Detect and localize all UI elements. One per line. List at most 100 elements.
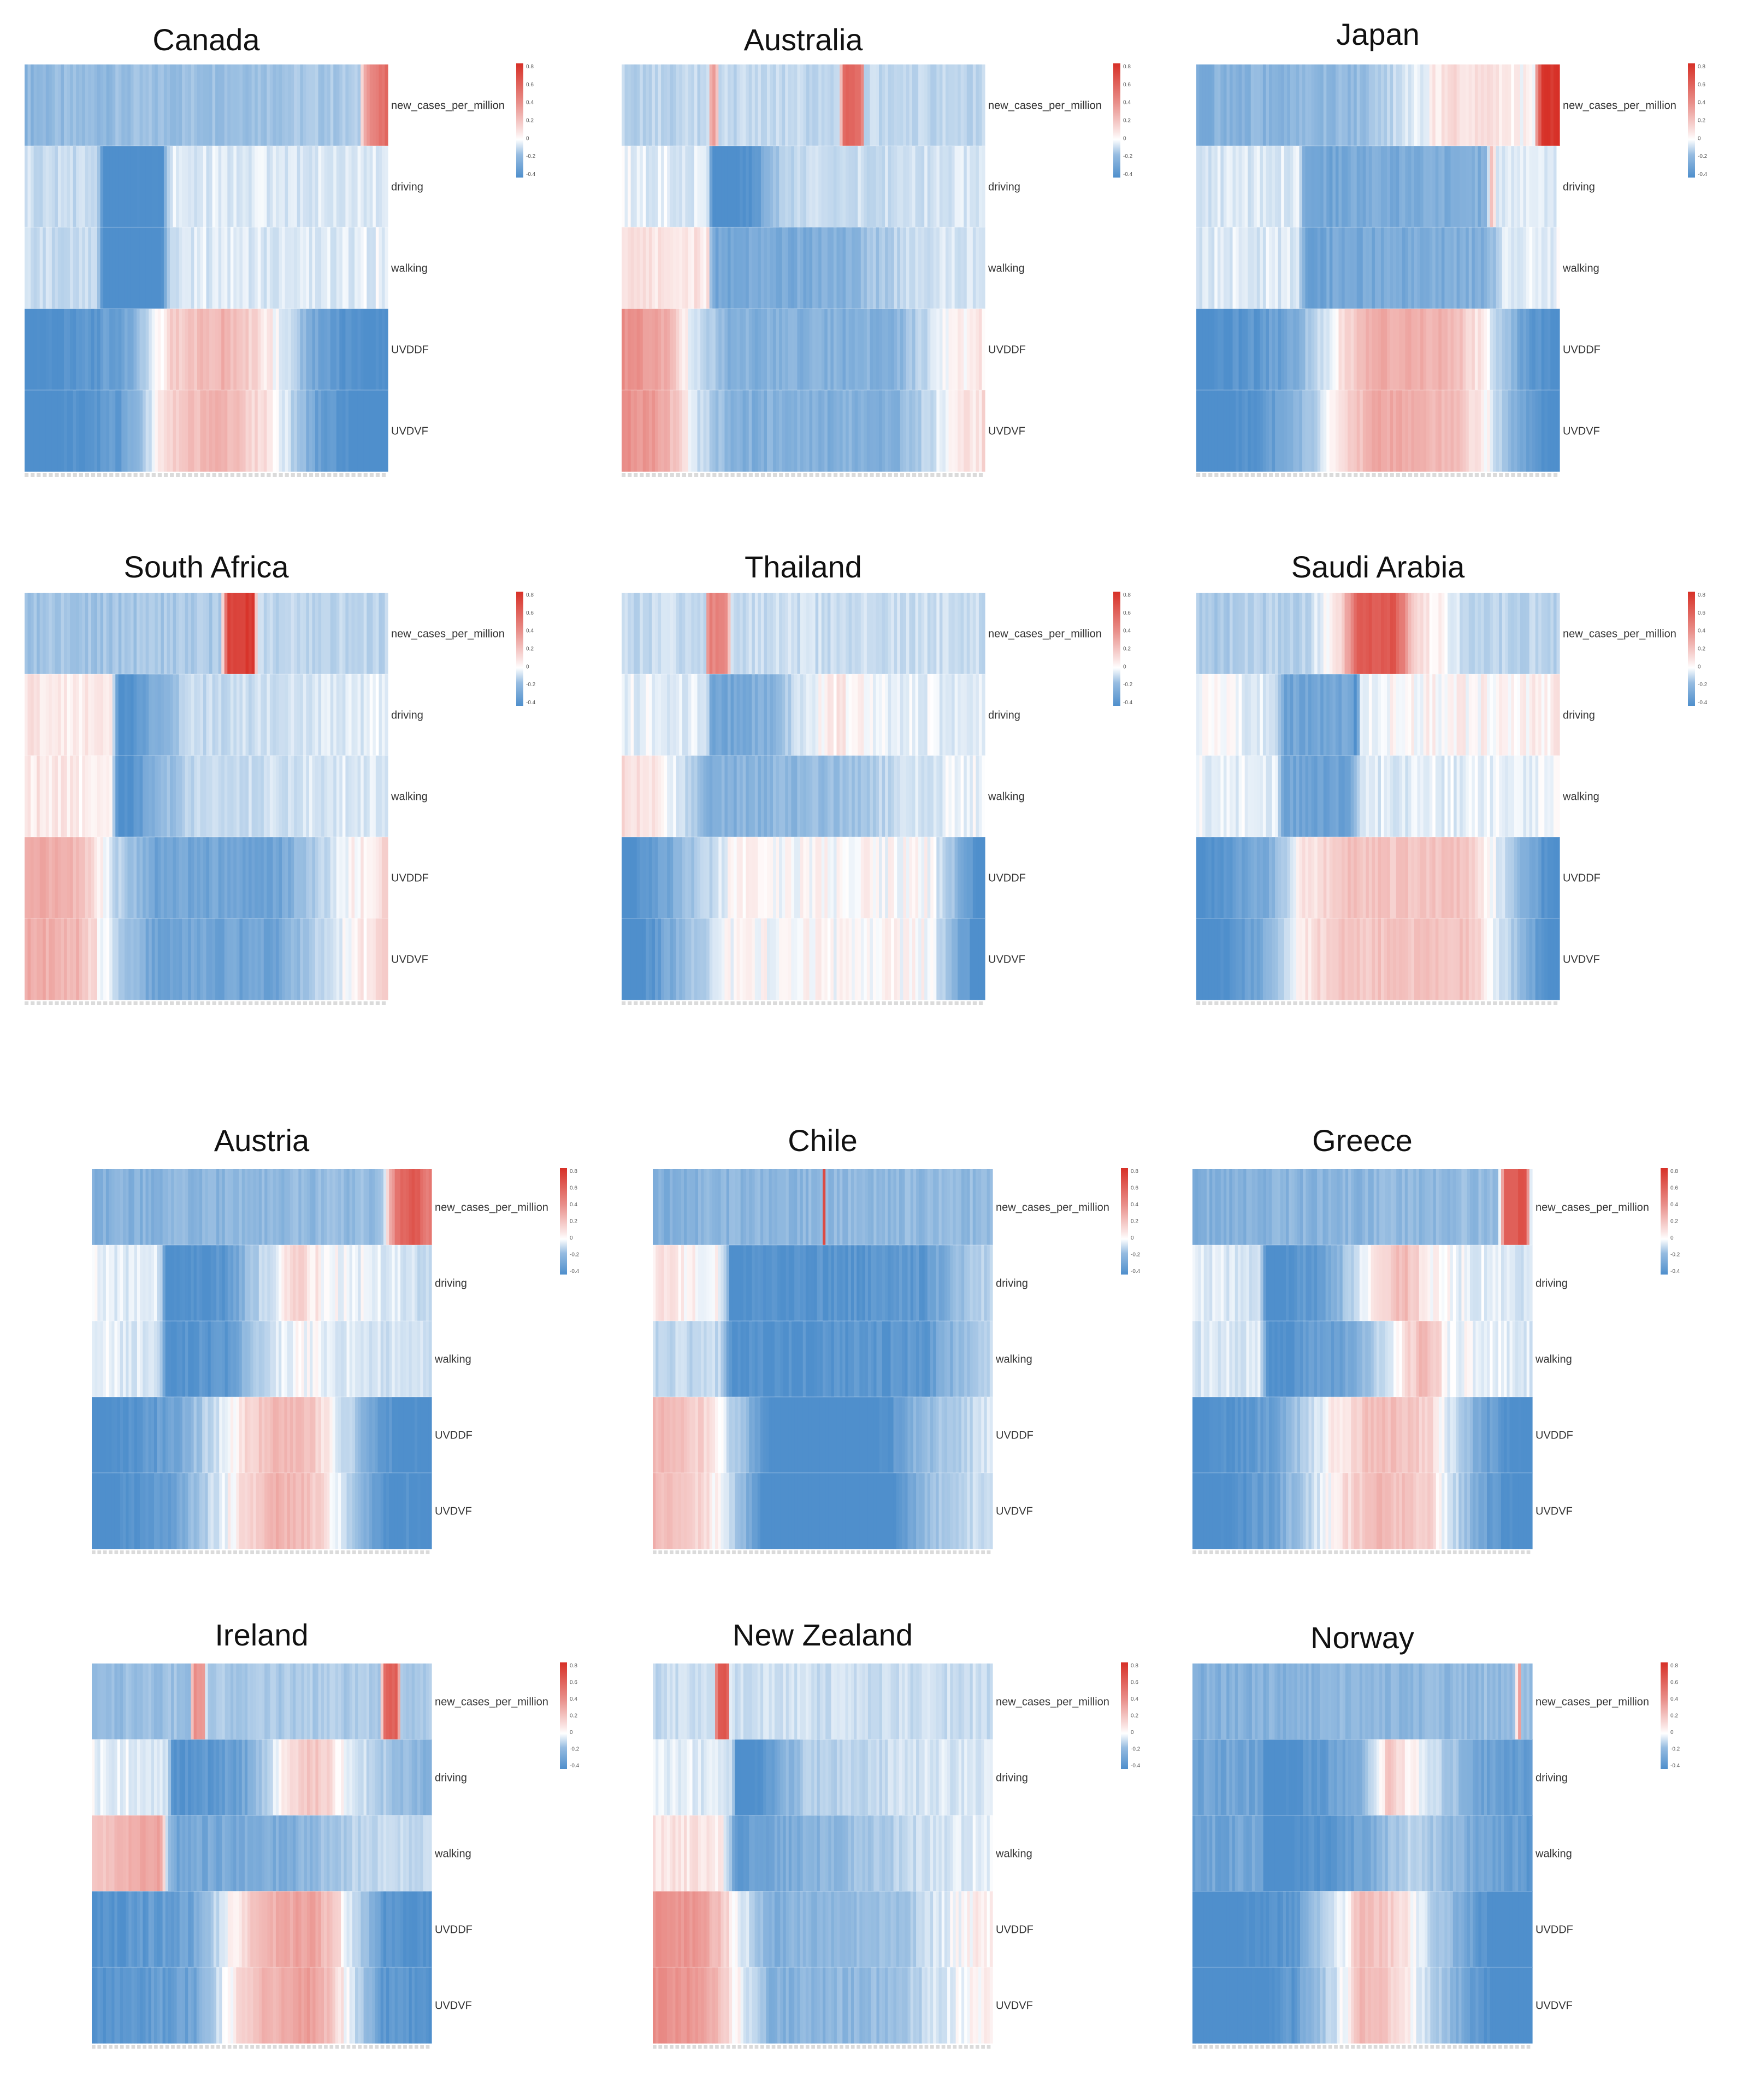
heat-cell <box>221 390 225 472</box>
heat-cell <box>1381 756 1385 837</box>
heat-cell <box>361 1473 364 1549</box>
x-tick <box>49 473 53 477</box>
heat-cell <box>701 1169 704 1246</box>
row-label: UVDVF <box>1563 426 1600 438</box>
heat-cell <box>622 227 625 309</box>
heat-cell <box>361 756 364 837</box>
heat-cell <box>294 593 298 675</box>
heat-cell <box>700 390 704 472</box>
heat-cell <box>1199 674 1203 756</box>
heatmap-saudi-arabia: new_cases_per_milliondrivingwalkingUVDDF… <box>1196 592 1708 1005</box>
heat-cell <box>372 1321 375 1397</box>
heat-cell <box>1393 674 1397 756</box>
heat-cell <box>794 593 798 675</box>
heat-cell <box>1378 918 1381 1000</box>
x-tick <box>688 473 693 477</box>
heat-cell <box>1547 64 1551 146</box>
heat-cell <box>800 227 804 309</box>
heat-cell <box>121 593 125 675</box>
heat-cell <box>227 1397 231 1473</box>
heat-cell <box>912 227 916 309</box>
heat-cell <box>85 918 88 1000</box>
heat-cell <box>809 756 813 837</box>
heat-cell <box>49 918 52 1000</box>
heat-cell <box>939 756 943 837</box>
heat-cell <box>1226 756 1230 837</box>
heat-cell <box>157 756 161 837</box>
heat-cell <box>76 309 80 391</box>
heat-cell <box>1420 593 1424 675</box>
heat-cell <box>245 918 249 1000</box>
heat-cell <box>815 837 819 919</box>
heat-cell <box>327 1397 330 1473</box>
heat-cell <box>218 593 222 675</box>
heat-cell <box>776 918 779 1000</box>
heat-cell <box>1320 674 1324 756</box>
heat-cell <box>1211 837 1215 919</box>
heat-cell <box>139 390 143 472</box>
heat-cell <box>39 227 43 309</box>
heat-cell <box>173 64 176 146</box>
heat-cell <box>667 309 671 391</box>
heat-cell <box>1329 390 1333 472</box>
heat-cell <box>658 1169 662 1246</box>
heat-cell <box>1399 593 1403 675</box>
heat-cell <box>321 756 325 837</box>
heat-cell <box>870 309 873 391</box>
heat-cell <box>640 309 643 391</box>
heat-cell <box>369 146 373 228</box>
heat-cell <box>640 674 643 756</box>
heat-cell <box>964 146 967 228</box>
heat-cell <box>640 146 643 228</box>
heat-cell <box>1417 756 1421 837</box>
heat-cell <box>785 227 789 309</box>
x-tick <box>1426 1001 1431 1005</box>
heat-cell <box>1205 837 1209 919</box>
heat-cell <box>215 227 219 309</box>
heat-cell <box>185 64 188 146</box>
heat-cell <box>301 1473 305 1549</box>
heat-cell <box>361 64 364 146</box>
heat-cell <box>210 1321 214 1397</box>
heat-cell <box>1250 837 1254 919</box>
heat-cell <box>1472 918 1475 1000</box>
heat-cell <box>771 1169 775 1246</box>
heat-cell <box>182 1321 186 1397</box>
heat-cell <box>767 64 771 146</box>
heatmap-south-africa: new_cases_per_milliondrivingwalkingUVDDF… <box>25 592 536 1005</box>
heat-cell <box>1396 64 1399 146</box>
x-tick <box>55 1001 59 1005</box>
heat-cell <box>746 390 749 472</box>
heat-cell <box>1508 756 1511 837</box>
heat-cell <box>664 593 668 675</box>
heat-cell <box>127 674 131 756</box>
heat-cell <box>824 756 828 837</box>
heat-cell <box>866 756 871 837</box>
x-tick <box>1317 1001 1321 1005</box>
heat-cell <box>161 756 164 837</box>
heat-cell <box>1281 227 1285 309</box>
heat-cell <box>351 837 355 919</box>
x-tick <box>345 473 350 477</box>
heat-cell <box>128 1473 132 1549</box>
heat-cell <box>140 1169 143 1246</box>
heat-cell <box>624 64 628 146</box>
heat-cell <box>120 1473 123 1549</box>
heat-cell <box>291 390 294 472</box>
x-tick <box>779 473 783 477</box>
x-tick <box>309 473 314 477</box>
heat-cell <box>143 227 146 309</box>
x-tick <box>1305 1001 1309 1005</box>
heat-cell <box>658 1245 662 1322</box>
heat-cell <box>1208 593 1212 675</box>
x-tick <box>25 473 29 477</box>
heat-cell <box>800 146 804 228</box>
heat-cell <box>330 674 334 756</box>
heat-cell <box>162 1397 166 1473</box>
heat-cell <box>100 674 104 756</box>
x-tick <box>1293 473 1297 477</box>
heat-cell <box>372 1245 375 1322</box>
x-tick <box>224 1001 228 1005</box>
heat-cell <box>978 309 983 391</box>
heat-cell <box>130 146 134 228</box>
